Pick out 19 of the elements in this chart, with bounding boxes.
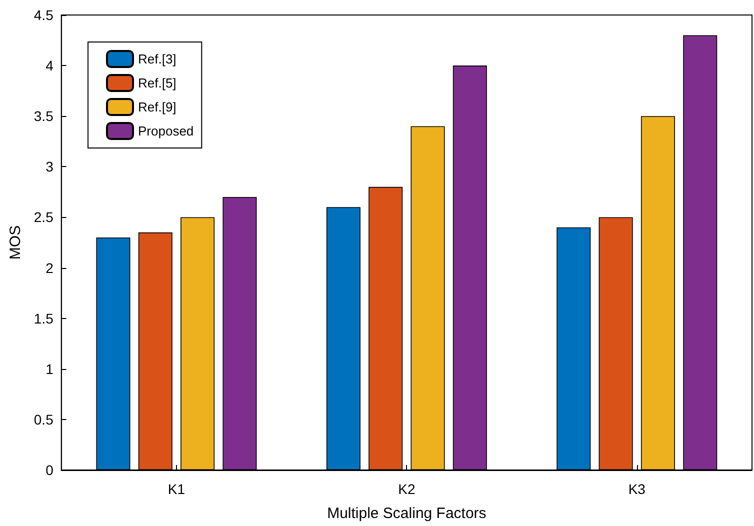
y-tick-label: 0.5 <box>34 411 54 428</box>
legend-label: Ref.[3] <box>138 52 176 66</box>
x-axis-title: Multiple Scaling Factors <box>327 505 486 522</box>
y-tick-label: 2 <box>46 260 54 276</box>
y-tick-label: 0 <box>46 462 54 478</box>
legend-label: Ref.[5] <box>138 76 176 90</box>
x-tick-label: K1 <box>168 481 186 497</box>
y-tick-label: 1.5 <box>34 310 54 326</box>
y-axis-title: MOS <box>7 225 24 260</box>
x-tick-label: K3 <box>628 481 646 497</box>
y-tick-label: 4 <box>46 58 54 74</box>
x-tick-label: K2 <box>398 481 416 497</box>
y-tick-label: 2.5 <box>34 209 54 226</box>
legend-label: Proposed <box>138 124 194 138</box>
legend-label: Ref.[9] <box>138 100 176 114</box>
y-tick-label: 3.5 <box>34 108 54 124</box>
y-tick-label: 1 <box>46 360 54 377</box>
y-tick-label: 3 <box>46 158 54 175</box>
y-tick-label: 4.5 <box>34 7 54 23</box>
